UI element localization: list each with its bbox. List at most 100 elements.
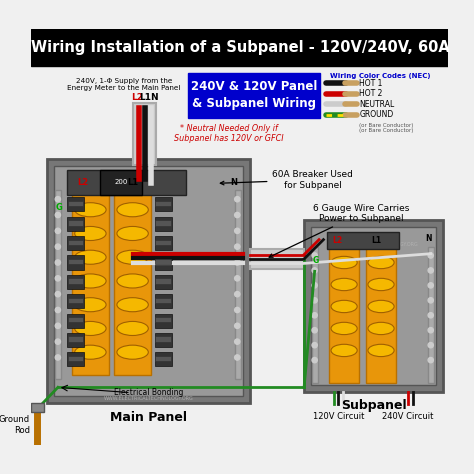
Bar xyxy=(327,232,399,249)
Ellipse shape xyxy=(368,322,394,335)
Text: L2: L2 xyxy=(77,178,88,187)
Bar xyxy=(67,337,83,342)
Text: (or Bare Conductor): (or Bare Conductor) xyxy=(359,123,414,128)
Bar xyxy=(428,246,434,383)
Bar xyxy=(67,201,83,206)
Bar xyxy=(155,278,171,283)
Ellipse shape xyxy=(331,301,357,313)
Circle shape xyxy=(55,228,61,234)
Bar xyxy=(155,236,172,250)
Text: * Neutral Needed Only if
Subpanel has 120V or GFCI: * Neutral Needed Only if Subpanel has 12… xyxy=(173,124,283,143)
Ellipse shape xyxy=(117,298,148,312)
Bar xyxy=(155,337,171,342)
Bar xyxy=(67,240,83,245)
Ellipse shape xyxy=(331,256,357,269)
Ellipse shape xyxy=(368,278,394,291)
Ellipse shape xyxy=(75,250,106,264)
Circle shape xyxy=(235,355,240,360)
Circle shape xyxy=(235,307,240,313)
Circle shape xyxy=(55,307,61,313)
Circle shape xyxy=(55,323,61,328)
Text: Wiring Installation of a Subpanel - 120V/240V, 60A: Wiring Installation of a Subpanel - 120V… xyxy=(30,39,449,55)
Circle shape xyxy=(428,357,433,363)
Bar xyxy=(114,191,151,375)
Bar xyxy=(100,170,142,195)
Ellipse shape xyxy=(117,250,148,264)
Text: 240V & 120V Panel
& Subpanel Wiring: 240V & 120V Panel & Subpanel Wiring xyxy=(191,81,317,110)
Circle shape xyxy=(428,343,433,348)
Text: G: G xyxy=(55,203,62,212)
Bar xyxy=(155,259,171,264)
Circle shape xyxy=(235,292,240,297)
Bar xyxy=(67,198,84,211)
Text: N: N xyxy=(150,93,157,102)
Circle shape xyxy=(55,197,61,202)
Ellipse shape xyxy=(331,322,357,335)
Circle shape xyxy=(235,276,240,281)
Text: Ground
Rod: Ground Rod xyxy=(0,416,30,435)
Circle shape xyxy=(312,313,317,318)
Bar xyxy=(67,294,84,308)
Circle shape xyxy=(235,228,240,234)
Bar xyxy=(67,220,83,226)
Text: 240V, 1-Φ Supply from the
Energy Meter to the Main Panel: 240V, 1-Φ Supply from the Energy Meter t… xyxy=(67,78,181,91)
Ellipse shape xyxy=(75,274,106,288)
Text: 6 Gauge Wire Carries
Power to Subpanel: 6 Gauge Wire Carries Power to Subpanel xyxy=(269,203,410,257)
Ellipse shape xyxy=(117,274,148,288)
Text: L1: L1 xyxy=(371,236,381,245)
Text: Main Panel: Main Panel xyxy=(110,411,187,424)
Text: L1: L1 xyxy=(127,178,138,187)
Bar xyxy=(155,352,172,366)
Circle shape xyxy=(428,298,433,303)
Bar xyxy=(155,255,172,270)
Circle shape xyxy=(235,323,240,328)
Bar xyxy=(155,298,171,303)
Bar xyxy=(67,278,83,283)
Ellipse shape xyxy=(75,345,106,359)
Bar xyxy=(188,73,320,118)
Text: GROUND: GROUND xyxy=(359,110,394,119)
Text: WWW.ELECTRICALTECHNOLOGY.ORG: WWW.ELECTRICALTECHNOLOGY.ORG xyxy=(328,242,419,247)
Circle shape xyxy=(312,253,317,258)
Bar xyxy=(155,240,171,245)
Circle shape xyxy=(55,244,61,249)
Text: HOT 1: HOT 1 xyxy=(359,79,383,88)
Bar xyxy=(155,198,172,211)
Bar xyxy=(67,298,83,303)
Bar xyxy=(365,246,396,383)
Bar xyxy=(55,166,243,396)
Ellipse shape xyxy=(75,203,106,217)
Text: L2: L2 xyxy=(332,236,343,245)
Bar xyxy=(304,220,443,392)
Circle shape xyxy=(55,260,61,265)
Circle shape xyxy=(55,339,61,344)
Bar xyxy=(67,217,84,231)
Ellipse shape xyxy=(117,227,148,240)
Circle shape xyxy=(312,328,317,333)
Circle shape xyxy=(428,328,433,333)
Text: HOT 2: HOT 2 xyxy=(359,89,383,98)
Ellipse shape xyxy=(117,203,148,217)
Circle shape xyxy=(428,253,433,258)
Bar xyxy=(67,255,84,270)
Bar xyxy=(155,220,171,226)
Bar xyxy=(155,217,172,231)
Ellipse shape xyxy=(368,344,394,356)
Bar xyxy=(67,356,83,361)
Ellipse shape xyxy=(331,278,357,291)
Text: Electrical Bonding: Electrical Bonding xyxy=(114,388,183,397)
Bar xyxy=(67,333,84,347)
Circle shape xyxy=(428,268,433,273)
Bar xyxy=(155,201,171,206)
Ellipse shape xyxy=(368,301,394,313)
Text: Subpanel: Subpanel xyxy=(341,399,406,412)
Text: 60A Breaker Used
for Subpanel: 60A Breaker Used for Subpanel xyxy=(220,170,353,190)
Ellipse shape xyxy=(75,227,106,240)
Circle shape xyxy=(55,212,61,218)
Ellipse shape xyxy=(117,321,148,336)
Bar xyxy=(250,249,304,269)
Circle shape xyxy=(312,283,317,288)
Text: WWW.ELECTRICALTECHNOLOGY.ORG: WWW.ELECTRICALTECHNOLOGY.ORG xyxy=(103,396,193,401)
Circle shape xyxy=(235,212,240,218)
Bar xyxy=(31,28,448,65)
